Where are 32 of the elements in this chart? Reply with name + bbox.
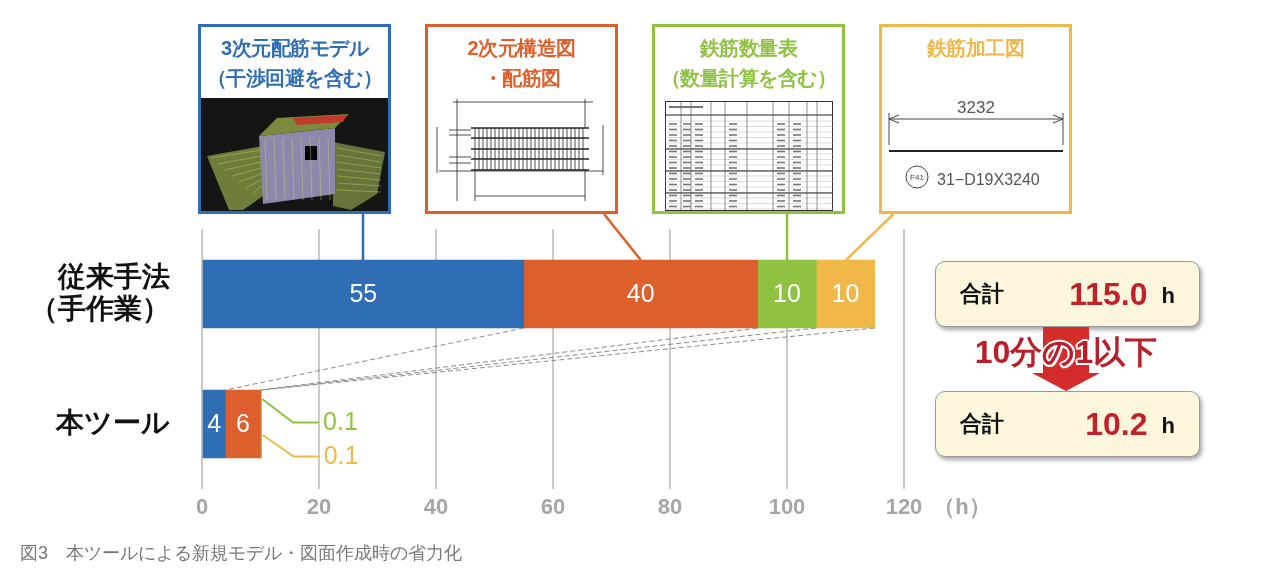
bar — [225, 389, 261, 459]
x-tick-label: 0 — [195, 494, 209, 520]
data-label: 0.1 — [323, 441, 359, 470]
data-label: 55 — [349, 278, 378, 307]
x-tick-label: 100 — [768, 494, 806, 520]
text: 2次元構造図・配筋図 — [467, 36, 576, 91]
data-label: 6 — [236, 408, 250, 437]
text: 合計 115.0 h — [960, 275, 1175, 312]
data-label: 0.1 — [323, 407, 358, 436]
bar — [202, 389, 226, 459]
x-tick-label: 80 — [657, 494, 683, 520]
x-tick-label: 40 — [423, 494, 449, 520]
data-label: 10 — [773, 278, 801, 307]
text: 合計 10.2 h — [960, 405, 1175, 442]
bar — [523, 259, 759, 329]
text: 3次元配筋モデル（干渉回避を含む） — [206, 36, 383, 91]
bar — [757, 259, 817, 329]
x-tick-label: 20 — [306, 494, 332, 520]
x-axis-title: （h） — [933, 494, 991, 520]
bar — [815, 259, 876, 329]
caption: 図3 本ツールによる新規モデル・図面作成時の省力化 — [20, 542, 463, 565]
text: 鉄筋加工図 — [926, 36, 1025, 61]
bar — [202, 259, 525, 329]
y-tick-label: 従来手法（手作業） — [30, 260, 170, 324]
data-label: 40 — [626, 278, 655, 307]
bending-drawing-picture: 3232 F41 31−D19X3240 — [886, 97, 1065, 191]
y-tick-label: 本ツール — [55, 406, 170, 438]
x-tick-label: 60 — [540, 494, 566, 520]
x-tick-label: 120 — [885, 494, 923, 520]
text: 鉄筋数量表（数量計算を含む） — [660, 36, 837, 91]
data-label: 10 — [831, 278, 860, 307]
data-label: 4 — [207, 408, 222, 437]
